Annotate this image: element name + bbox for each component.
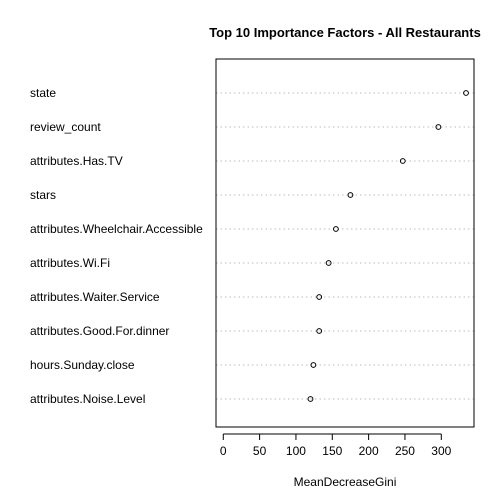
data-point — [307, 396, 314, 402]
category-label: attributes.Noise.Level — [30, 392, 145, 406]
category-labels: state review_count attributes.Has.TV stars a… — [30, 86, 203, 406]
category-label: attributes.Good.For.dinner — [30, 324, 169, 338]
data-point — [435, 124, 442, 130]
x-tick-label: 50 — [253, 444, 267, 458]
x-axis-title: MeanDecreaseGini — [294, 475, 397, 489]
guide-lines — [216, 92, 474, 400]
x-tick-label: 200 — [359, 444, 379, 458]
data-point — [347, 192, 354, 198]
data-point — [310, 362, 317, 368]
data-point — [333, 226, 339, 232]
category-label: review_count — [30, 120, 101, 134]
x-tick-label: 150 — [322, 444, 342, 458]
data-point — [399, 158, 406, 164]
category-label: hours.Sunday.close — [30, 358, 135, 372]
plot-frame — [215, 58, 475, 428]
x-tick-label: 0 — [220, 444, 227, 458]
x-axis: 0 50 100 150 200 250 300 — [220, 433, 452, 458]
category-label: state — [30, 86, 56, 100]
data-point — [463, 90, 469, 96]
x-tick-label: 250 — [395, 444, 415, 458]
category-label: attributes.Has.TV — [30, 154, 123, 168]
x-tick-label: 100 — [286, 444, 306, 458]
data-point — [316, 294, 323, 300]
category-label: stars — [30, 188, 56, 202]
category-label: attributes.Waiter.Service — [30, 290, 160, 304]
category-label: attributes.Wi.Fi — [30, 256, 110, 270]
data-point — [325, 260, 332, 266]
data-points — [307, 90, 469, 402]
x-tick-label: 300 — [431, 444, 451, 458]
chart-title: Top 10 Importance Factors - All Restaura… — [209, 25, 481, 40]
category-label: attributes.Wheelchair.Accessible — [30, 222, 203, 236]
data-point — [316, 328, 323, 334]
